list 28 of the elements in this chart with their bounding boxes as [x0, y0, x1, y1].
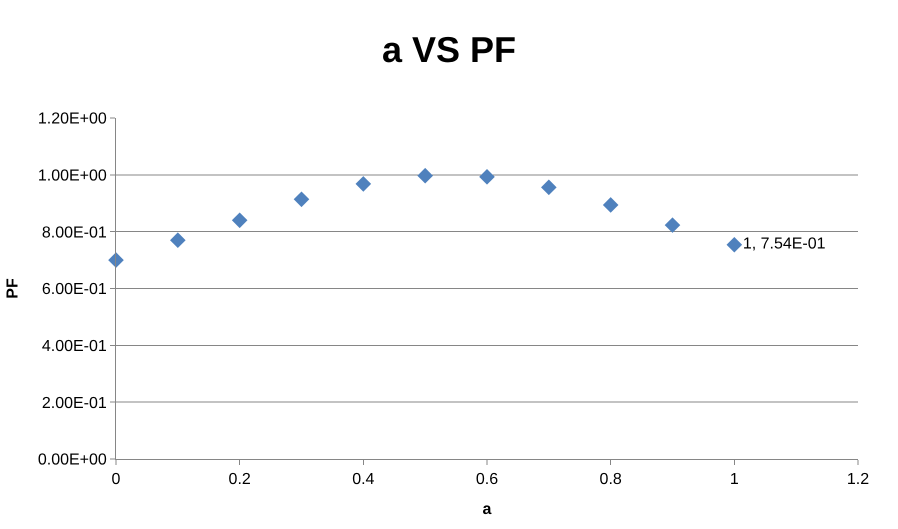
x-axis-title: a [482, 500, 492, 518]
x-tick-label: 0.4 [352, 471, 375, 488]
y-tick-label: 1.00E+00 [38, 167, 107, 184]
point [602, 197, 618, 213]
point [170, 232, 186, 248]
x-tick-label: 0.6 [476, 471, 498, 488]
y-tick-label: 6.00E-01 [42, 281, 107, 298]
y-axis-title: PF [4, 278, 22, 299]
point [664, 217, 680, 233]
point [479, 169, 495, 185]
y-tick-label: 2.00E-01 [42, 394, 107, 412]
point [417, 168, 433, 184]
y-tick-label: 0.00E+00 [38, 452, 107, 469]
y-tick-label: 8.00E-01 [42, 224, 107, 242]
x-tick-label: 0 [112, 471, 121, 488]
data-label: 1, 7.54E-01 [742, 236, 826, 253]
x-tick-label: 0.2 [228, 471, 251, 488]
x-tick-label: 0.8 [600, 471, 622, 488]
point [356, 176, 372, 192]
point [726, 236, 742, 253]
point [294, 191, 310, 208]
point [541, 180, 557, 196]
x-tick-label: 1 [730, 471, 739, 488]
chart-title: a VS PF [382, 29, 516, 70]
point [232, 212, 248, 228]
y-tick-label: 4.00E-01 [42, 338, 107, 355]
x-tick-label: 1.2 [846, 471, 870, 488]
y-tick-label: 1.20E+00 [38, 110, 107, 128]
